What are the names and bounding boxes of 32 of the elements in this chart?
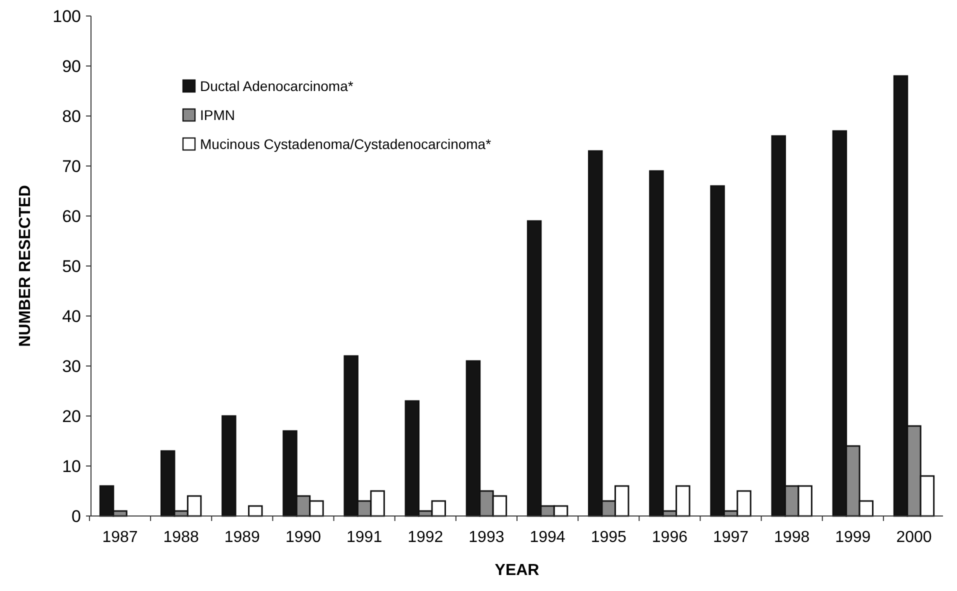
y-tick-label: 30 [62, 356, 81, 376]
y-tick-label: 100 [52, 6, 81, 26]
x-tick-label: 1994 [530, 529, 566, 546]
x-tick-label: 1988 [163, 529, 199, 546]
y-tick-label: 90 [62, 56, 81, 76]
bar [248, 505, 263, 517]
y-tick-label: 80 [62, 106, 81, 126]
x-tick-label: 1997 [712, 529, 749, 546]
x-tick-label: 1987 [102, 529, 138, 546]
x-axis-title: YEAR [494, 562, 540, 579]
x-tick-label: 1996 [652, 529, 688, 546]
y-tick-label: 60 [62, 206, 81, 226]
x-tick-label: 1989 [224, 529, 260, 546]
x-tick-label: 1990 [285, 529, 322, 546]
bar [222, 415, 236, 517]
x-tick-label: 1995 [590, 529, 627, 546]
legend-label: IPMN [200, 106, 235, 123]
y-tick-label: 20 [62, 406, 81, 426]
x-tick-label: 1999 [835, 529, 871, 546]
x-tick-label: 1998 [774, 529, 810, 546]
y-tick-label: 0 [72, 506, 81, 526]
legend-label: Ductal Adenocarcinoma* [200, 78, 354, 94]
x-tick-label: 1992 [408, 529, 444, 546]
y-tick-label: 40 [62, 306, 81, 326]
y-tick-label: 10 [62, 456, 81, 476]
y-axis-title: NUMBER RESECTED [17, 185, 34, 347]
legend-label: Mucinous Cystadenoma/Cystadenocarcinoma* [200, 136, 492, 152]
x-tick-label: 2000 [896, 529, 932, 546]
y-tick-label: 50 [62, 256, 81, 276]
x-tick-label: 1991 [346, 529, 382, 546]
y-tick-label: 70 [62, 156, 81, 176]
x-tick-label: 1993 [468, 529, 504, 546]
